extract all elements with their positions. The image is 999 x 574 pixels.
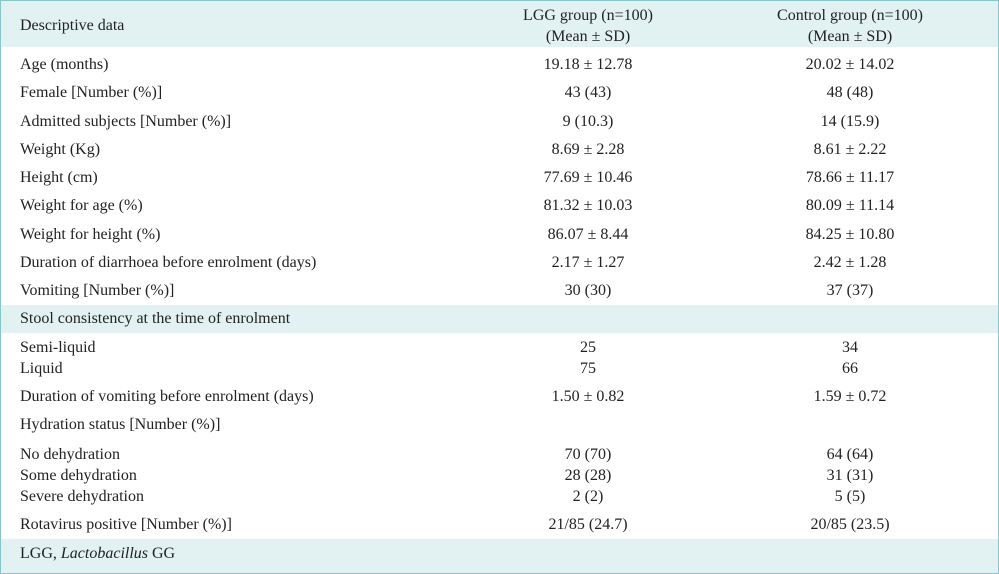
row-label: No dehydration bbox=[20, 446, 120, 463]
table-row: Duration of diarrhoea before enrolment (… bbox=[1, 252, 998, 276]
header-lgg-group: LGG group (n=100) bbox=[523, 7, 653, 24]
table-row: Height (cm) 77.69 ± 10.46 78.66 ± 11.17 bbox=[1, 167, 998, 191]
row-lgg-value: 77.69 ± 10.46 bbox=[543, 169, 633, 186]
table-row: Rotavirus positive [Number (%)] 21/85 (2… bbox=[1, 514, 998, 538]
row-lgg-value: 86.07 ± 8.44 bbox=[547, 226, 629, 243]
row-label: Vomiting [Number (%)] bbox=[20, 282, 175, 299]
row-lgg-value: 43 (43) bbox=[564, 84, 612, 101]
row-lgg-value: 30 (30) bbox=[564, 282, 612, 299]
table-row: Vomiting [Number (%)] 30 (30) 37 (37) bbox=[1, 280, 998, 304]
row-control-value: 84.25 ± 10.80 bbox=[805, 226, 895, 243]
table-row: Duration of vomiting before enrolment (d… bbox=[1, 386, 998, 410]
header-control-group: Control group (n=100) bbox=[777, 7, 923, 24]
header-control-mean-sd: (Mean ± SD) bbox=[807, 28, 893, 45]
row-control-value: 20.02 ± 14.02 bbox=[805, 56, 895, 73]
row-lgg-value: 2 (2) bbox=[572, 488, 604, 505]
row-lgg-value: 19.18 ± 12.78 bbox=[543, 56, 633, 73]
row-label: Admitted subjects [Number (%)] bbox=[20, 113, 232, 130]
footnote-suffix: GG bbox=[148, 545, 176, 562]
row-label: Height (cm) bbox=[20, 169, 98, 186]
row-control-value: 1.59 ± 0.72 bbox=[813, 388, 887, 405]
section-label-hydration-status: Hydration status [Number (%)] bbox=[20, 416, 221, 433]
row-label: Female [Number (%)] bbox=[20, 84, 163, 101]
row-control-value: 20/85 (23.5) bbox=[810, 516, 890, 533]
row-control-value: 78.66 ± 11.17 bbox=[805, 169, 895, 186]
row-control-value: 5 (5) bbox=[834, 488, 866, 505]
row-label: Weight (Kg) bbox=[20, 141, 101, 158]
row-label: Weight for age (%) bbox=[20, 197, 143, 214]
table-section-row: Stool consistency at the time of enrolme… bbox=[1, 305, 998, 333]
row-lgg-value: 75 bbox=[580, 360, 596, 377]
row-control-value: 48 (48) bbox=[826, 84, 874, 101]
row-control-value: 80.09 ± 11.14 bbox=[805, 197, 895, 214]
row-lgg-value: 70 (70) bbox=[564, 446, 612, 463]
row-lgg-value: 9 (10.3) bbox=[562, 113, 614, 130]
row-label: Rotavirus positive [Number (%)] bbox=[20, 516, 232, 533]
table-row: Female [Number (%)] 43 (43) 48 (48) bbox=[1, 82, 998, 106]
row-lgg-value: 8.69 ± 2.28 bbox=[551, 141, 625, 158]
row-control-value: 34 bbox=[842, 339, 858, 356]
row-control-value: 14 (15.9) bbox=[820, 113, 880, 130]
table-row: Age (months) 19.18 ± 12.78 20.02 ± 14.02 bbox=[1, 54, 998, 78]
row-label: Liquid bbox=[20, 360, 63, 377]
row-lgg-value: 2.17 ± 1.27 bbox=[551, 254, 625, 271]
table-footnote: LGG, Lactobacillus GG bbox=[1, 539, 998, 573]
row-control-value: 8.61 ± 2.22 bbox=[813, 141, 887, 158]
header-descriptive-data: Descriptive data bbox=[20, 17, 125, 34]
header-lgg-mean-sd: (Mean ± SD) bbox=[545, 28, 631, 45]
table-row: Weight (Kg) 8.69 ± 2.28 8.61 ± 2.22 bbox=[1, 139, 998, 163]
row-lgg-value: 81.32 ± 10.03 bbox=[543, 197, 633, 214]
row-lgg-value: 28 (28) bbox=[564, 467, 612, 484]
table-section-row: Hydration status [Number (%)] bbox=[1, 414, 998, 438]
row-label: Duration of diarrhoea before enrolment (… bbox=[20, 254, 317, 271]
table-row: Weight for height (%) 86.07 ± 8.44 84.25… bbox=[1, 224, 998, 248]
row-label: Some dehydration bbox=[20, 467, 137, 484]
row-control-value: 2.42 ± 1.28 bbox=[813, 254, 887, 271]
row-label: Age (months) bbox=[20, 56, 109, 73]
row-lgg-value: 25 bbox=[580, 339, 596, 356]
row-lgg-value: 21/85 (24.7) bbox=[548, 516, 628, 533]
row-control-value: 64 (64) bbox=[826, 446, 874, 463]
table-row: Weight for age (%) 81.32 ± 10.03 80.09 ±… bbox=[1, 195, 998, 219]
row-control-value: 66 bbox=[842, 360, 858, 377]
table-row: Admitted subjects [Number (%)] 9 (10.3) … bbox=[1, 111, 998, 135]
table-row: No dehydration 70 (70) 64 (64) Some dehy… bbox=[1, 444, 998, 507]
table-header: Descriptive data LGG group (n=100) (Mean… bbox=[1, 1, 998, 47]
row-control-value: 31 (31) bbox=[826, 467, 874, 484]
row-label: Semi-liquid bbox=[20, 339, 96, 356]
row-label: Duration of vomiting before enrolment (d… bbox=[20, 388, 314, 405]
section-label-stool-consistency: Stool consistency at the time of enrolme… bbox=[20, 310, 291, 327]
row-lgg-value: 1.50 ± 0.82 bbox=[551, 388, 625, 405]
footnote-text: LGG, Lactobacillus GG bbox=[20, 543, 175, 564]
row-label: Weight for height (%) bbox=[20, 226, 161, 243]
row-label: Severe dehydration bbox=[20, 488, 144, 505]
row-control-value: 37 (37) bbox=[826, 282, 874, 299]
footnote-italic-genus: Lactobacillus bbox=[60, 545, 148, 562]
table-row: Semi-liquid 25 34 Liquid 75 66 bbox=[1, 337, 998, 379]
footnote-prefix: LGG, bbox=[20, 545, 61, 562]
